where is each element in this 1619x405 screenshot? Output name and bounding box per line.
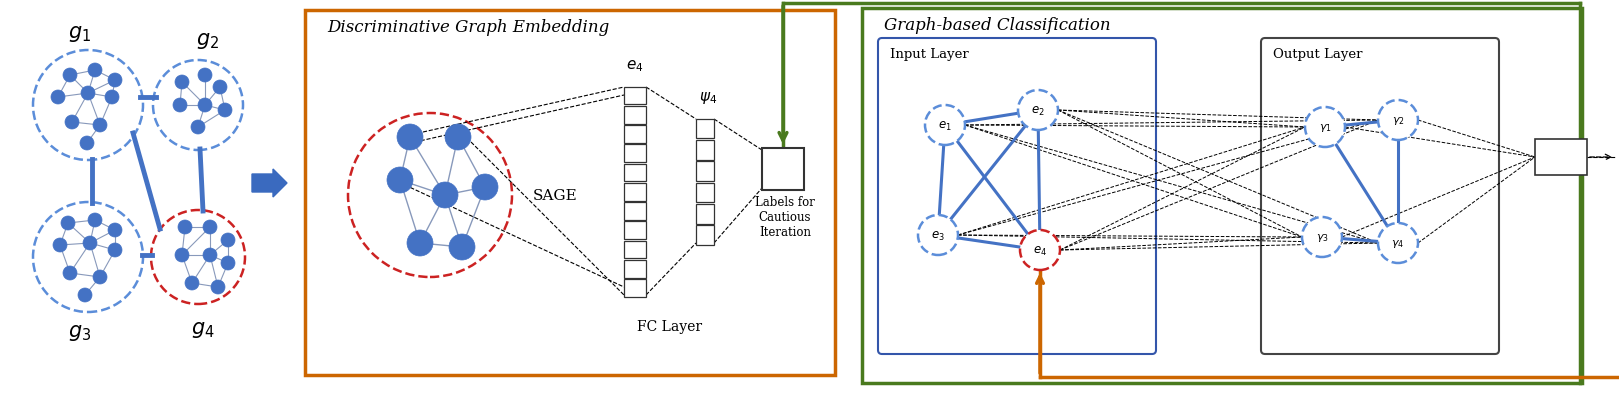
Circle shape (87, 64, 102, 78)
Circle shape (92, 119, 107, 133)
FancyArrow shape (253, 170, 287, 198)
Text: FC Layer: FC Layer (638, 319, 703, 333)
Text: SAGE: SAGE (533, 189, 578, 202)
Bar (696, 141, 714, 160)
Circle shape (918, 215, 958, 256)
Text: $g_3$: $g_3$ (68, 322, 92, 342)
Circle shape (175, 76, 189, 90)
Circle shape (62, 216, 74, 230)
Circle shape (63, 266, 78, 280)
Circle shape (108, 74, 121, 88)
Circle shape (1305, 108, 1345, 148)
Circle shape (448, 234, 474, 260)
Text: Labels for
Cautious
Iteration: Labels for Cautious Iteration (754, 196, 814, 239)
FancyBboxPatch shape (877, 39, 1156, 354)
Bar (623, 202, 646, 220)
Text: $g_4$: $g_4$ (191, 319, 215, 339)
Text: $e_1$: $e_1$ (937, 119, 952, 132)
Circle shape (1018, 91, 1057, 131)
Bar (623, 145, 646, 163)
Circle shape (81, 87, 96, 101)
Text: $e_4$: $e_4$ (627, 58, 644, 74)
Circle shape (79, 136, 94, 151)
Circle shape (83, 237, 97, 250)
Circle shape (202, 248, 217, 262)
Bar (623, 107, 646, 124)
Bar (696, 119, 714, 139)
Circle shape (63, 69, 78, 83)
Bar (623, 222, 646, 240)
Bar (623, 260, 646, 278)
Circle shape (445, 125, 471, 151)
Circle shape (1020, 230, 1060, 270)
Text: $e_2$: $e_2$ (1031, 104, 1044, 117)
Circle shape (108, 224, 121, 237)
Bar (623, 241, 646, 259)
Circle shape (105, 91, 120, 105)
Bar (623, 164, 646, 182)
Bar (623, 126, 646, 143)
Text: $\gamma_3$: $\gamma_3$ (1316, 231, 1329, 243)
Text: Input Layer: Input Layer (890, 48, 968, 61)
Text: Graph-based Classification: Graph-based Classification (884, 17, 1111, 34)
Text: $e_3$: $e_3$ (931, 229, 945, 242)
Text: $\psi_4$: $\psi_4$ (699, 90, 717, 106)
Circle shape (178, 220, 193, 234)
Circle shape (1302, 217, 1342, 257)
Circle shape (397, 125, 423, 151)
Circle shape (198, 69, 212, 83)
Circle shape (432, 183, 458, 209)
Circle shape (222, 233, 235, 247)
Bar (696, 183, 714, 203)
Text: $\gamma_4$: $\gamma_4$ (1391, 237, 1405, 249)
Circle shape (1378, 101, 1418, 141)
Text: $\gamma_2$: $\gamma_2$ (1392, 115, 1404, 127)
Circle shape (1378, 224, 1418, 263)
Circle shape (52, 91, 65, 105)
Bar (304, 11, 835, 375)
Circle shape (108, 243, 121, 257)
Text: $\hat{y}$: $\hat{y}$ (777, 155, 790, 180)
Text: $g_2$: $g_2$ (196, 31, 220, 51)
Circle shape (173, 99, 188, 113)
Text: Discriminative Graph Embedding: Discriminative Graph Embedding (327, 19, 609, 36)
Circle shape (92, 270, 107, 284)
Circle shape (78, 288, 92, 302)
Bar (763, 149, 805, 190)
Circle shape (222, 256, 235, 270)
Circle shape (473, 175, 499, 200)
Bar (696, 205, 714, 224)
Circle shape (202, 220, 217, 234)
Text: Output Layer: Output Layer (1273, 48, 1363, 61)
Circle shape (185, 276, 199, 290)
Circle shape (65, 116, 79, 130)
Circle shape (191, 121, 206, 135)
Circle shape (87, 213, 102, 228)
Bar (623, 279, 646, 297)
Text: $h(\Gamma)$: $h(\Gamma)$ (1548, 150, 1574, 165)
Circle shape (210, 280, 225, 294)
Circle shape (198, 99, 212, 113)
Circle shape (175, 248, 189, 262)
Circle shape (924, 106, 965, 146)
Text: $g_1$: $g_1$ (68, 24, 92, 44)
Circle shape (406, 230, 432, 256)
Bar (1535, 140, 1587, 175)
Bar (861, 9, 1582, 383)
Bar (623, 183, 646, 201)
Circle shape (53, 239, 66, 252)
Bar (623, 87, 646, 105)
Bar (696, 226, 714, 245)
Text: $\gamma_1$: $\gamma_1$ (1318, 122, 1331, 134)
Circle shape (387, 168, 413, 194)
FancyBboxPatch shape (1261, 39, 1499, 354)
Bar (696, 162, 714, 181)
Circle shape (214, 81, 227, 95)
Text: $e_4$: $e_4$ (1033, 244, 1047, 257)
Circle shape (219, 104, 232, 118)
